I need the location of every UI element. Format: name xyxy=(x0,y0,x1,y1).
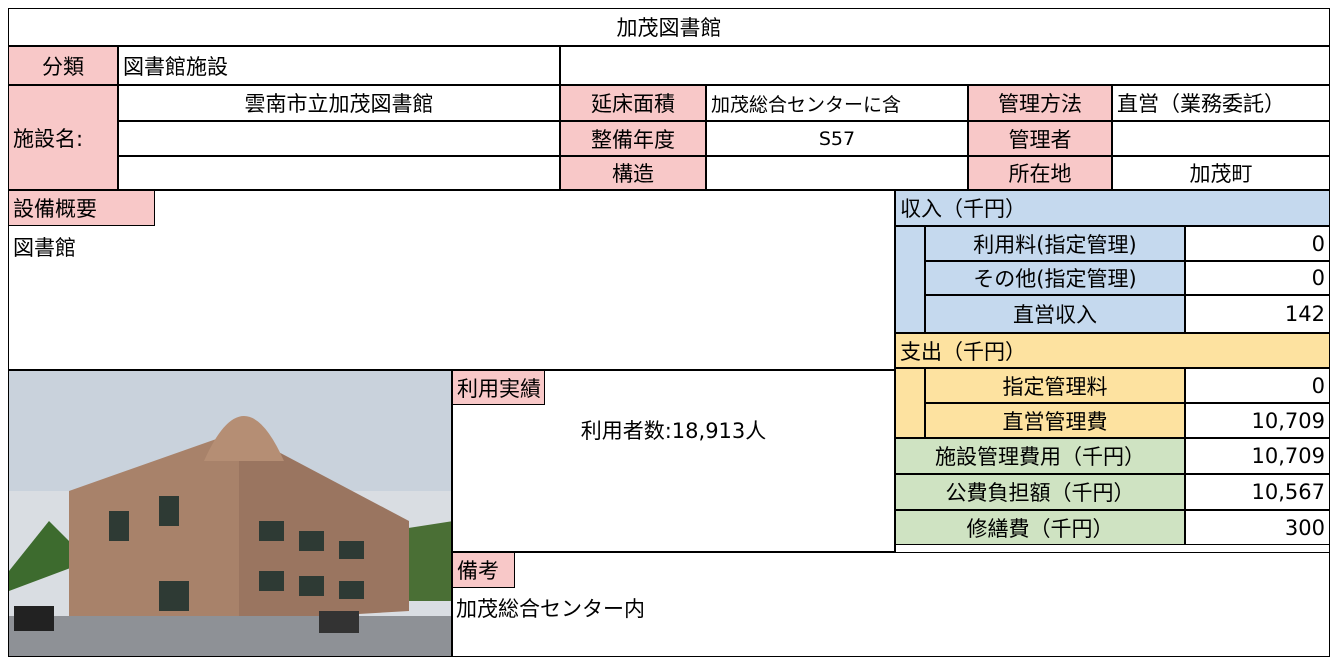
value: 0 xyxy=(1185,261,1330,295)
label: 直営管理費 xyxy=(925,403,1185,438)
label: 所在地 xyxy=(968,156,1112,190)
value: 300 xyxy=(1185,510,1330,545)
value: 142 xyxy=(1185,295,1330,333)
blank xyxy=(895,545,1330,552)
value: 10,567 xyxy=(1185,474,1330,510)
photo xyxy=(8,370,452,657)
value: 直営（業務委託） xyxy=(1112,85,1330,121)
label: 利用実績 xyxy=(452,370,545,405)
usage-area xyxy=(452,370,895,552)
building-photo xyxy=(9,371,451,656)
indent xyxy=(895,226,925,333)
value: 10,709 xyxy=(1185,438,1330,474)
value: 図書館施設 xyxy=(118,46,560,85)
label: 管理方法 xyxy=(968,85,1112,121)
value: 10,709 xyxy=(1185,403,1330,438)
label: 指定管理料 xyxy=(925,368,1185,403)
blank xyxy=(118,121,560,156)
label: 施設管理費用（千円） xyxy=(895,438,1185,474)
value: 雲南市立加茂図書館 xyxy=(118,85,560,121)
blank xyxy=(118,156,560,190)
label: 整備年度 xyxy=(560,121,706,156)
label: 延床面積 xyxy=(560,85,706,121)
text: 加茂総合センター内 xyxy=(456,597,645,621)
label: 公費負担額（千円） xyxy=(895,474,1185,510)
value: 0 xyxy=(1185,368,1330,403)
blank xyxy=(706,156,968,190)
label: 構造 xyxy=(560,156,706,190)
label: 利用料(指定管理) xyxy=(925,226,1185,261)
label: 修繕費（千円） xyxy=(895,510,1185,545)
remarks-area xyxy=(452,552,1330,657)
value: 加茂総合センターに含 xyxy=(706,85,968,121)
label: その他(指定管理) xyxy=(925,261,1185,295)
text: 図書館 xyxy=(13,236,76,260)
value: 加茂町 xyxy=(1112,156,1330,190)
value: 0 xyxy=(1185,226,1330,261)
blank xyxy=(560,46,1330,85)
label: 分類 xyxy=(8,46,118,85)
title: 加茂図書館 xyxy=(8,8,1330,46)
text: 利用者数:18,913人 xyxy=(580,419,767,443)
blank xyxy=(1112,121,1330,156)
label: 管理者 xyxy=(968,121,1112,156)
label: 直営収入 xyxy=(925,295,1185,333)
label: 施設名: xyxy=(8,85,118,190)
label: 設備概要 xyxy=(8,190,155,226)
header: 収入（千円） xyxy=(895,190,1330,226)
indent xyxy=(895,368,925,438)
header: 支出（千円） xyxy=(895,333,1330,368)
equipment-area xyxy=(8,190,895,370)
label: 備考 xyxy=(452,552,515,588)
value: S57 xyxy=(706,121,968,156)
